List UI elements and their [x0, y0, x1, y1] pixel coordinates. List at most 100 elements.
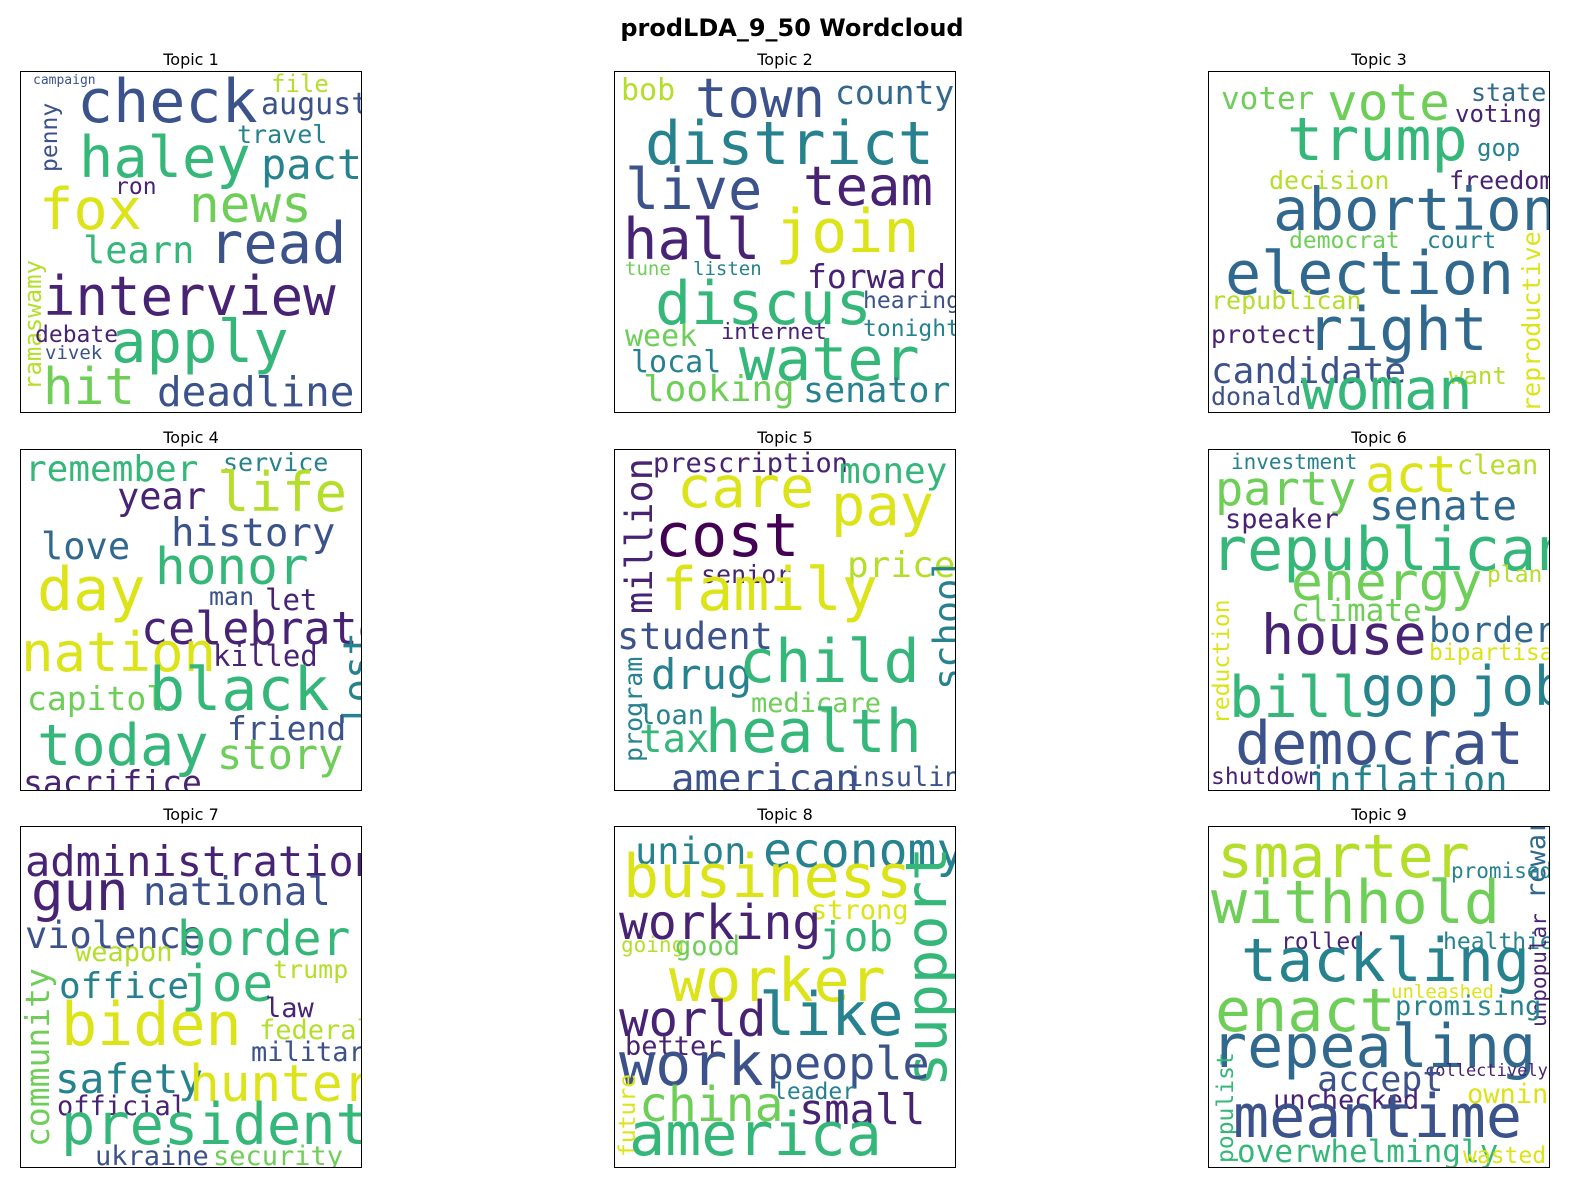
topic-7-word-security: security	[213, 1141, 344, 1168]
topic-3-word-republican: republican	[1211, 286, 1362, 315]
topic-1-word-apply: apply	[111, 307, 289, 376]
topic-4-word-celebrate: celebrate	[141, 602, 362, 655]
topic-4-word-sacrifice: sacrifice	[23, 763, 202, 791]
topic-4-word-honor: honor	[155, 538, 309, 597]
topic-6-word-border: border	[1429, 611, 1550, 651]
topic-8-word-people: people	[767, 1037, 930, 1090]
topic-4-word-nation: nation	[21, 621, 217, 684]
topic-2-word-join: join	[775, 197, 920, 267]
topic-4-word-remember: remember	[25, 449, 199, 490]
topic-5-word-student: student	[617, 615, 773, 658]
topic-1-word-deadline: deadline	[157, 368, 355, 413]
topic-8-word-economy: economy	[763, 826, 956, 879]
topic-3-title: Topic 3	[1351, 50, 1407, 69]
topic-8-word-better: better	[625, 1031, 723, 1062]
topic-5-word-senior: senior	[701, 560, 792, 589]
topic-2-word-water: water	[739, 325, 920, 395]
topic-3-word-abortion: abortion	[1273, 175, 1550, 244]
topic-8-word-like: like	[759, 980, 904, 1050]
topic-9-word-smarter: smarter	[1217, 826, 1470, 892]
topic-6-word-senate: senate	[1369, 482, 1518, 530]
topic-1-title: Topic 1	[163, 50, 219, 69]
topic-8-word-strong: strong	[811, 895, 909, 926]
topic-2-word-team: team	[803, 155, 934, 218]
topic-8-word-america: america	[629, 1100, 882, 1168]
topic-7-word-administration: administration	[25, 837, 362, 886]
topic-4-word-life: life	[217, 461, 348, 524]
topic-3-word-voting: voting	[1455, 100, 1542, 128]
topic-3-word-protect: protect	[1211, 320, 1317, 349]
topic-8-word-world: world	[619, 991, 767, 1048]
topic-6-word-clean: clean	[1457, 450, 1539, 481]
topic-4-title: Topic 4	[163, 428, 219, 447]
topic-2-word-district: district	[645, 109, 934, 179]
topic-7-word-safety: safety	[55, 1055, 204, 1103]
topic-3-word-gop: gop	[1477, 134, 1521, 162]
topic-5-word-drug: drug	[651, 650, 753, 699]
topic-5-word-pay: pay	[831, 473, 934, 539]
topic-6-word-speaker: speaker	[1225, 504, 1339, 535]
topic-9-word-tackling: tackling	[1241, 926, 1530, 996]
topic-9-word-collectively: collectively	[1425, 1061, 1548, 1081]
topic-5-wordcloud: prescription money million care pay cost price…	[614, 449, 956, 791]
topic-7-title: Topic 7	[163, 805, 219, 824]
topic-5-title: Topic 5	[757, 428, 813, 447]
topic-7-word-national: national	[143, 870, 331, 915]
topic-6-word-democrat: democrat	[1235, 709, 1524, 779]
topic-7-word-biden: biden	[61, 990, 242, 1060]
topic-6-word-inflation: inflation	[1307, 759, 1508, 791]
topic-2-word-hearing: hearing	[863, 288, 956, 314]
topic-6-word-bipartisan: bipartisan	[1429, 640, 1549, 666]
topic-5-word-prescription: prescription	[653, 449, 849, 479]
topic-6-word-energy: energy	[1291, 552, 1483, 613]
topic-2-word-tune: tune	[625, 258, 671, 280]
topic-2-word-county: county	[835, 73, 955, 112]
topic-1-word-haley: haley	[79, 125, 251, 191]
topic-1-word-august: august	[261, 87, 362, 122]
topic-7-word-hunter: hunter	[189, 1055, 362, 1114]
topic-3-word-woman: woman	[1301, 357, 1473, 413]
topic-3-wordcloud: voter vote state voting trump gop decision free…	[1208, 71, 1550, 413]
topic-1-word-hit: hit	[43, 358, 136, 413]
topic-4-word-man: man	[209, 582, 255, 611]
topic-7-word-military: military	[251, 1037, 361, 1068]
topic-5-word-child: child	[739, 627, 920, 697]
topic-9-word-repealing: repealing	[1211, 1012, 1537, 1082]
topic-8-word-worker: worker	[669, 946, 886, 1016]
topic-2-word-discus: discus	[655, 269, 872, 339]
topic-2-word-local: local	[631, 345, 722, 380]
topic-4-word-love: love	[41, 525, 131, 568]
topic-9-word-withhold: withhold	[1211, 868, 1500, 938]
topic-5-word-cost: cost	[655, 501, 800, 571]
topic-6-title: Topic 6	[1351, 428, 1407, 447]
topic-2-word-tonight: tonight	[863, 316, 956, 342]
topic-4-word-history: history	[171, 511, 336, 556]
topic-5-word-money: money	[839, 451, 948, 492]
topic-8-title: Topic 8	[757, 805, 813, 824]
topic-7-word-office: office	[59, 966, 190, 1007]
topic-7-word-official: official	[57, 1091, 188, 1122]
topic-1-word-learn: learn	[83, 229, 195, 272]
topic-8-word-job: job	[819, 913, 894, 961]
topic-4-wordcloud: remember service year life history love honor d…	[20, 449, 362, 791]
topic-9-word-enact: enact	[1215, 976, 1396, 1046]
topic-8-word-union: union	[635, 830, 747, 873]
topic-4-word-black: black	[149, 655, 330, 725]
topic-1-word-campaign: campaign	[33, 73, 96, 88]
topic-3-word-court: court	[1427, 228, 1497, 254]
topic-7-word-joe: joe	[181, 955, 274, 1014]
topic-7-word-president: president	[61, 1092, 362, 1158]
topic-6-word-investment: investment	[1231, 450, 1358, 474]
figure-title: prodLDA_9_50 Wordcloud	[620, 14, 964, 42]
topic-9-title: Topic 9	[1351, 805, 1407, 824]
topic-9-word-unchecked: unchecked	[1273, 1085, 1420, 1116]
topic-2-wordcloud: bob town county district live team hall join tun…	[614, 71, 956, 413]
topic-5-word-tax: tax	[639, 717, 710, 762]
topic-4-word-friend: friend	[227, 709, 347, 748]
topic-9-word-accept: accept	[1317, 1060, 1444, 1100]
topic-5-word-school: school	[926, 556, 956, 690]
topic-2-word-bob: bob	[621, 73, 676, 108]
topic-6-word-job: job	[1469, 655, 1549, 718]
topic-6-wordcloud: investment act clean party senate speaker repu…	[1208, 449, 1550, 791]
topic-2-word-town: town	[695, 71, 826, 130]
